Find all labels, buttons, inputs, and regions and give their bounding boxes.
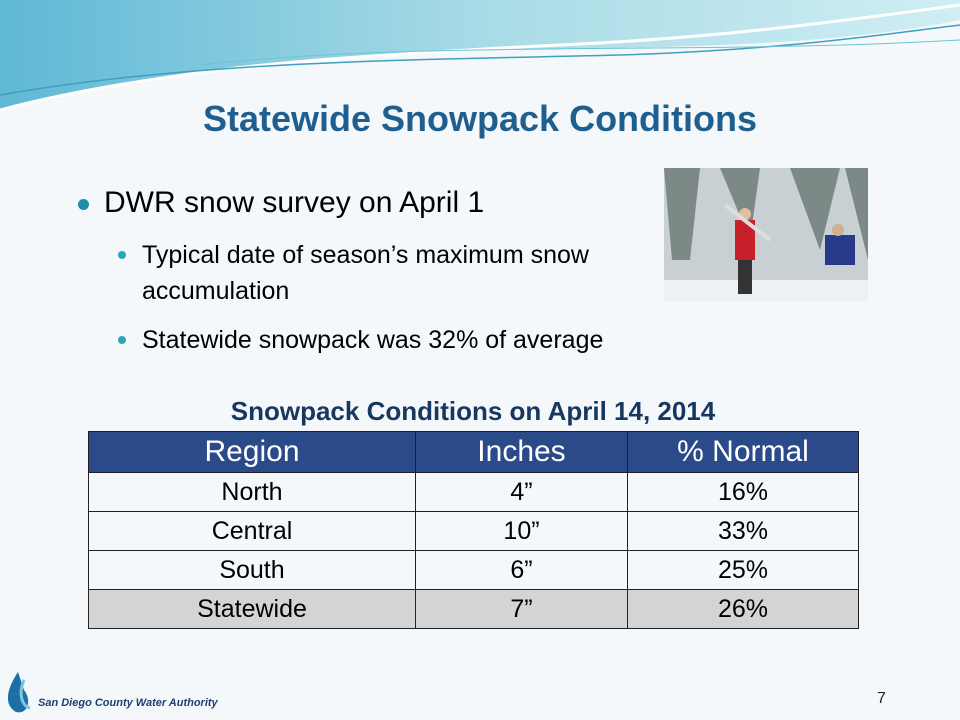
sub-bullet: Statewide snowpack was 32% of average (142, 326, 604, 354)
table-row: South 6” 25% (88, 550, 859, 590)
table-cell: 33% (627, 511, 859, 551)
table-row: North 4” 16% (88, 472, 859, 512)
table-caption: Snowpack Conditions on April 14, 2014 (230, 396, 716, 426)
table-cell: North (88, 472, 416, 512)
bullet-dot (78, 199, 89, 210)
table-cell: 16% (627, 472, 859, 512)
wave-line (199, 39, 960, 66)
table-row: Central 10” 33% (88, 511, 859, 551)
table-cell: 7” (415, 589, 628, 629)
header-row: Region Inches% Normal (88, 431, 859, 473)
header-cell: Region (88, 431, 416, 473)
wave-line (0, 24, 960, 96)
wave-line (0, 3, 960, 112)
organization: San Diego County Water Authority (38, 697, 218, 709)
table-cell: 10” (415, 511, 628, 551)
table-cell: Statewide (88, 589, 416, 629)
table-cell: 25% (627, 550, 859, 590)
table: Region Inches% Normal North 4” 16% Central 10… (88, 431, 859, 629)
bullet-dot (118, 251, 126, 259)
table-cell: 4” (415, 472, 628, 512)
page-number: 7 (877, 690, 886, 707)
header-cell: Inches (415, 431, 628, 473)
table-cell: 6” (415, 550, 628, 590)
header-cell: % Normal (627, 431, 859, 473)
photo (664, 168, 868, 302)
bullet-dot (118, 336, 126, 344)
sub-bullet: Typical date of season’s maximum snow ac… (142, 241, 589, 305)
slide-title: Statewide Snowpack Conditions (202, 98, 758, 139)
logo (7, 672, 31, 713)
table-cell: 26% (627, 589, 859, 629)
wave (0, 0, 960, 110)
bullet: DWR snow survey on April 1 (104, 186, 485, 219)
table-cell: Central (88, 511, 416, 551)
table-row: Statewide 7” 26% (88, 589, 859, 629)
table-cell: South (88, 550, 416, 590)
